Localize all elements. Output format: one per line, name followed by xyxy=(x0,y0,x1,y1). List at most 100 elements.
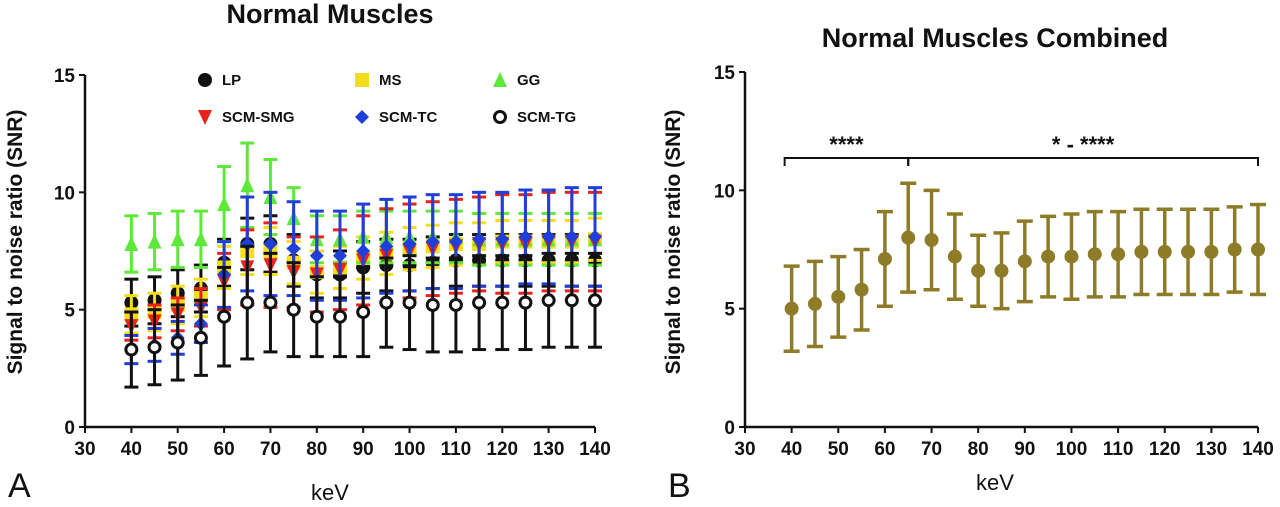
data-point xyxy=(379,295,394,310)
data-point xyxy=(147,340,162,355)
panel-a: Normal Muscles Signal to noise ratio (SN… xyxy=(4,0,611,505)
legend-marker xyxy=(198,73,212,87)
data-point xyxy=(1157,244,1172,259)
data-point xyxy=(333,248,347,263)
data-point xyxy=(495,232,510,247)
data-point xyxy=(1134,244,1149,259)
data-point xyxy=(807,296,822,311)
legend-label: MS xyxy=(379,72,402,89)
data-point xyxy=(402,295,417,310)
legend-marker xyxy=(355,73,369,87)
data-point xyxy=(170,231,185,247)
data-point xyxy=(588,293,602,308)
x-tick-label: 60 xyxy=(874,439,895,460)
x-tick-label: 40 xyxy=(781,439,802,460)
data-point xyxy=(124,342,139,357)
x-tick-label: 100 xyxy=(394,439,426,460)
data-point xyxy=(831,289,846,304)
data-point xyxy=(588,229,602,244)
data-point xyxy=(971,263,986,278)
bracket-line xyxy=(783,157,910,166)
x-tick-label: 90 xyxy=(1014,439,1035,460)
data-point xyxy=(193,330,208,345)
legend-item-scm-tc: SCM-TC xyxy=(355,109,437,126)
x-tick-label: 60 xyxy=(214,439,235,460)
x-tick-label: 140 xyxy=(579,439,611,460)
x-tick-label: 130 xyxy=(533,439,565,460)
data-point xyxy=(309,309,324,324)
data-point xyxy=(564,229,579,244)
panel-b-plot: 30 40 50 60 70 80 90 100 110 120 130 140 0 5 10 15 **** *… xyxy=(714,63,1274,460)
data-point xyxy=(1064,249,1079,264)
x-tick-label: 140 xyxy=(1242,439,1274,460)
legend-label: SCM-TC xyxy=(379,109,437,126)
legend-label: GG xyxy=(517,72,540,89)
x-tick-label: 120 xyxy=(486,439,518,460)
x-tick-label: 30 xyxy=(734,439,755,460)
x-tick-label: 100 xyxy=(1056,439,1088,460)
y-tick-label: 0 xyxy=(64,418,75,439)
legend-item-scm-smg: SCM-SMG xyxy=(198,109,295,126)
data-point xyxy=(877,251,892,266)
legend-marker xyxy=(493,72,507,87)
data-point xyxy=(425,297,440,312)
series-combined xyxy=(783,181,1266,354)
data-point xyxy=(1087,247,1102,262)
data-point xyxy=(448,297,463,312)
y-tick-label: 10 xyxy=(54,183,75,204)
data-point xyxy=(518,229,533,244)
panel-b-x-axis-label: keV xyxy=(976,470,1014,495)
x-tick-label: 40 xyxy=(121,439,142,460)
panel-a-plot: 30 40 50 60 70 80 90 100 110 120 130 140 0 5 10 15 xyxy=(54,66,611,460)
data-point xyxy=(448,234,463,249)
data-point xyxy=(263,295,278,310)
data-point xyxy=(541,293,556,308)
data-point xyxy=(1181,244,1196,259)
legend-item-lp: LP xyxy=(198,72,241,89)
data-point xyxy=(1017,254,1032,269)
x-tick-label: 50 xyxy=(167,439,188,460)
significance-bracket: * - **** xyxy=(907,132,1259,166)
panel-b: Normal Muscles Combined Signal to noise … xyxy=(662,23,1274,505)
data-point xyxy=(994,263,1009,278)
x-tick-label: 110 xyxy=(441,439,472,460)
legend-item-ms: MS xyxy=(355,72,402,89)
panel-a-legend: LP MS GG SCM-SMG SCM-TC SCM-TG xyxy=(198,72,576,126)
data-point xyxy=(924,233,939,248)
legend-marker xyxy=(355,110,369,124)
data-point xyxy=(217,309,232,324)
data-point xyxy=(854,282,869,297)
x-tick-label: 70 xyxy=(260,439,281,460)
legend-label: SCM-SMG xyxy=(222,109,295,126)
significance-label: * - **** xyxy=(1052,132,1115,157)
data-point xyxy=(170,335,185,350)
data-point xyxy=(564,293,579,308)
data-point xyxy=(240,177,255,193)
data-point xyxy=(425,234,440,249)
data-point xyxy=(286,302,301,317)
data-point xyxy=(1041,249,1056,264)
data-point xyxy=(901,230,916,245)
data-point xyxy=(147,233,162,249)
data-point xyxy=(286,241,301,256)
legend-item-gg: GG xyxy=(493,72,540,89)
data-point xyxy=(784,301,799,316)
y-tick-label: 5 xyxy=(724,300,735,321)
data-point xyxy=(1111,247,1126,262)
panel-a-letter: A xyxy=(8,467,31,505)
data-point xyxy=(240,295,255,310)
y-tick-label: 0 xyxy=(724,418,735,439)
data-point xyxy=(1227,242,1242,257)
x-tick-label: 110 xyxy=(1103,439,1134,460)
legend-label: SCM-TG xyxy=(517,109,576,126)
data-point xyxy=(193,231,208,247)
legend-item-scm-tg: SCM-TG xyxy=(493,109,576,126)
panel-a-title: Normal Muscles xyxy=(226,0,433,29)
data-point xyxy=(402,236,417,251)
y-tick-label: 15 xyxy=(714,63,736,84)
x-tick-label: 120 xyxy=(1149,439,1181,460)
x-tick-label: 90 xyxy=(353,439,374,460)
panel-b-letter: B xyxy=(668,467,691,505)
panel-b-y-axis-label: Signal to noise ratio (SNR) xyxy=(662,110,685,375)
